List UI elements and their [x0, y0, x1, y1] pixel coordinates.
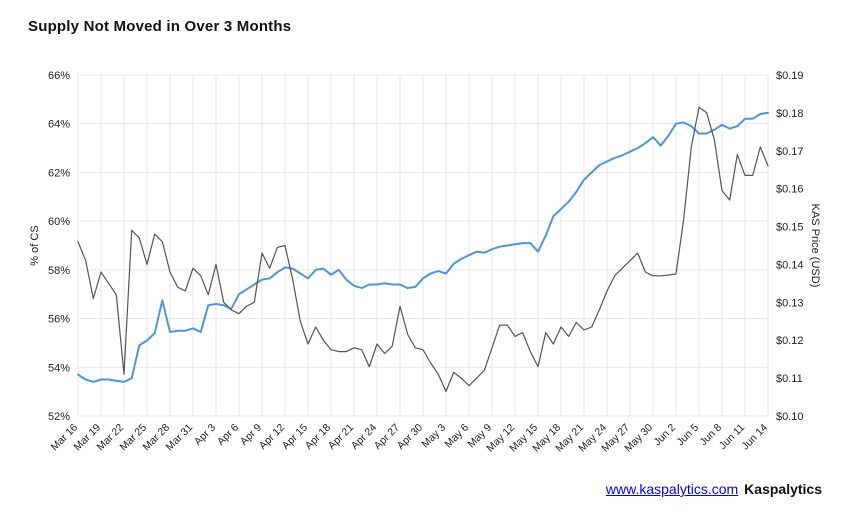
right-tick-label: $0.19	[776, 70, 804, 82]
left-tick-label: 62%	[48, 167, 70, 179]
right-tick-label: $0.17	[776, 146, 804, 158]
x-tick-label: Jun 14	[739, 422, 770, 453]
left-tick-label: 54%	[48, 362, 70, 374]
x-tick-label: Apr 6	[215, 422, 241, 448]
right-tick-label: $0.10	[776, 411, 804, 423]
left-tick-label: 66%	[48, 70, 70, 82]
right-tick-label: $0.12	[776, 335, 804, 347]
x-tick-label: Apr 30	[395, 422, 425, 452]
right-tick-label: $0.11	[776, 373, 803, 385]
left-tick-label: 60%	[48, 216, 70, 228]
right-tick-label: $0.18	[776, 108, 804, 120]
left-axis-title: % of CS	[29, 225, 41, 265]
right-tick-label: $0.14	[776, 259, 804, 271]
kaspalytics-link[interactable]: www.kaspalytics.com	[605, 481, 739, 497]
brand-label: Kaspalytics	[744, 481, 822, 497]
right-tick-label: $0.13	[776, 297, 804, 309]
x-tick-label: Jun 2	[651, 422, 678, 449]
x-tick-label: Apr 3	[192, 422, 218, 448]
chart-title: Supply Not Moved in Over 3 Months	[28, 18, 292, 35]
left-tick-label: 58%	[48, 265, 70, 277]
x-tick-label: Jun 5	[674, 422, 701, 449]
left-tick-label: 56%	[48, 314, 70, 326]
chart-svg: 52% 54% 56% 58% 60% 62% 64% 66% $0.10 $0.11 $0.12 $…	[29, 70, 821, 454]
footer: www.kaspalytics.com Kaspalytics	[606, 481, 822, 497]
price-line	[77, 106, 769, 392]
x-tick-label: May 6	[442, 422, 471, 451]
right-axis-title: KAS Price (USD)	[809, 204, 821, 288]
supply-line	[77, 111, 769, 383]
left-tick-label: 52%	[48, 411, 70, 423]
right-tick-label: $0.15	[776, 222, 804, 234]
right-tick-label: $0.16	[776, 184, 804, 196]
left-tick-label: 64%	[48, 119, 70, 131]
x-tick-label: May 3	[419, 422, 448, 451]
